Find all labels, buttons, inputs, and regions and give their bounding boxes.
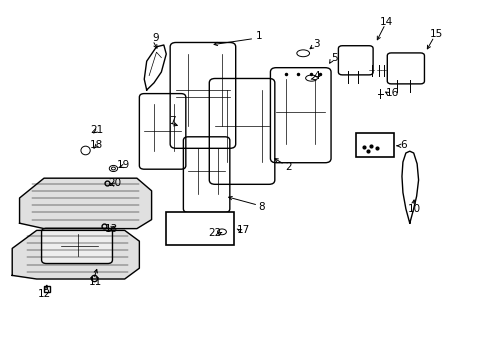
Text: 5: 5: [330, 53, 337, 63]
Text: 2: 2: [285, 162, 291, 172]
Text: 12: 12: [37, 289, 51, 299]
Text: 3: 3: [313, 39, 320, 49]
Text: 21: 21: [90, 125, 103, 135]
Polygon shape: [20, 178, 151, 229]
FancyBboxPatch shape: [41, 228, 112, 264]
Text: 18: 18: [90, 140, 103, 150]
Text: 9: 9: [152, 33, 159, 43]
Text: 15: 15: [428, 29, 442, 39]
Text: 8: 8: [258, 202, 264, 212]
Text: 6: 6: [399, 140, 406, 150]
Text: 14: 14: [379, 17, 392, 27]
Bar: [355, 133, 393, 157]
FancyBboxPatch shape: [167, 215, 219, 243]
Text: 1: 1: [255, 31, 262, 41]
Polygon shape: [12, 230, 139, 279]
Text: 4: 4: [313, 71, 320, 81]
Text: 13: 13: [104, 224, 118, 234]
Text: 22: 22: [208, 228, 222, 238]
Text: 7: 7: [168, 116, 175, 126]
Text: 10: 10: [407, 204, 420, 214]
Text: 16: 16: [385, 88, 398, 98]
Text: 19: 19: [117, 159, 130, 170]
Text: 11: 11: [88, 276, 102, 287]
Bar: [166, 212, 233, 245]
Text: 20: 20: [108, 178, 121, 188]
Text: 17: 17: [236, 225, 249, 235]
